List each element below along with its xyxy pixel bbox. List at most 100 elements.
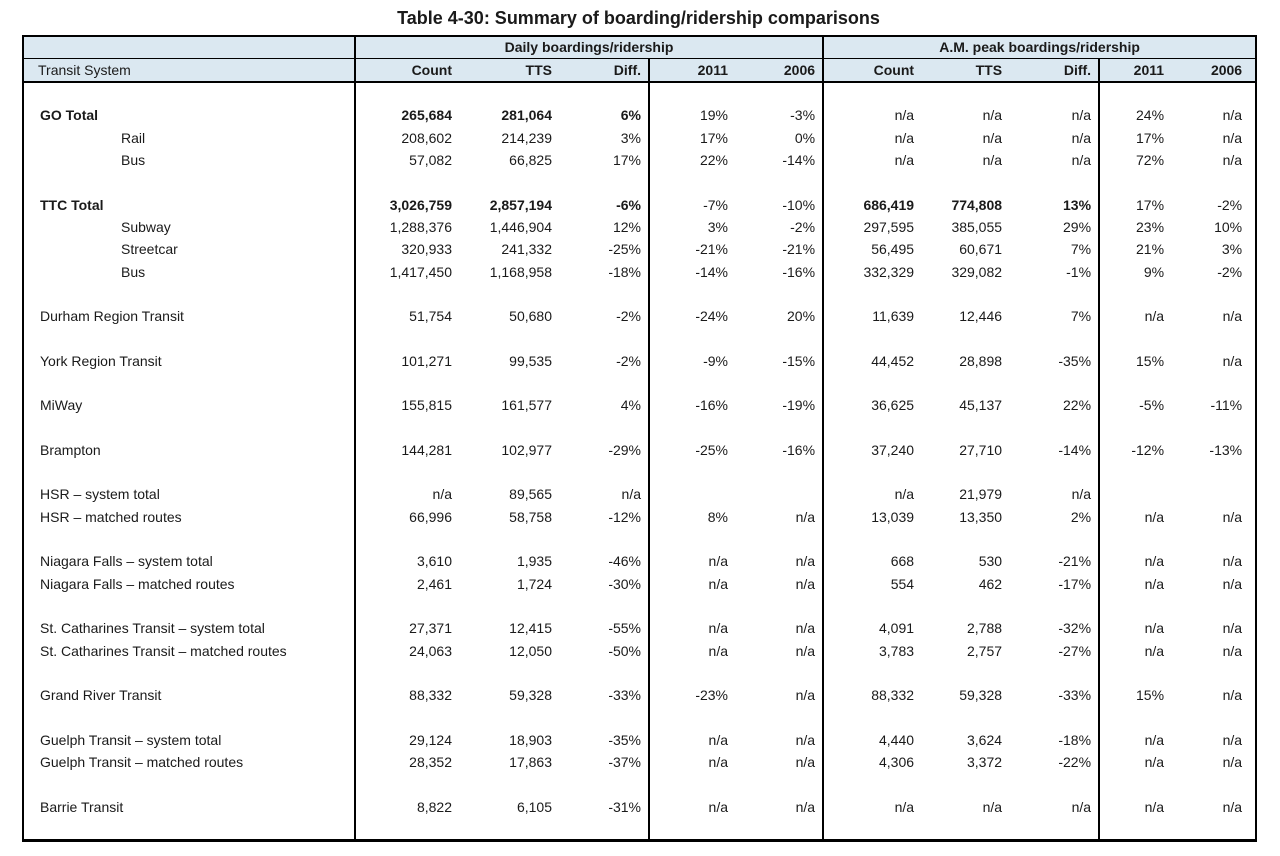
table-cell: -5% <box>1139 397 1165 414</box>
table-cell: n/a <box>894 798 915 815</box>
table-cell: n/a <box>1222 508 1243 525</box>
document-page: Table 4-30: Summary of boarding/ridershi… <box>0 8 1280 842</box>
spacer-cell <box>459 528 559 550</box>
table-cell: 24% <box>1136 107 1165 124</box>
table-cell: 1,446,904 <box>489 218 552 235</box>
table-cell: -29% <box>559 438 650 462</box>
table-cell: -50% <box>559 639 650 662</box>
table-cell: n/a <box>894 152 915 169</box>
table-cell: -14% <box>695 263 728 280</box>
table-cell: 17% <box>699 129 728 146</box>
spacer-cell <box>459 327 559 349</box>
table-cell: 13,039 <box>871 508 915 525</box>
column-header-daily-2006: 2006 <box>735 58 825 83</box>
table-cell: 3,372 <box>967 754 1003 771</box>
table-cell <box>1099 483 1171 505</box>
spacer-cell <box>921 461 1009 483</box>
spacer-cell <box>735 327 825 350</box>
spacer-cell <box>1171 818 1256 840</box>
spacer-cell <box>355 372 459 394</box>
table-cell: 4% <box>559 394 650 417</box>
spacer-cell <box>355 595 459 617</box>
spacer-cell <box>649 283 735 305</box>
table-cell: 6% <box>559 104 650 127</box>
row-label: HSR – matched routes <box>23 505 356 528</box>
spacer-cell <box>649 706 735 728</box>
spacer-cell <box>459 818 559 840</box>
table-cell: n/a <box>982 798 1003 815</box>
table-cell: n/a <box>735 795 825 818</box>
table-cell: 774,808 <box>951 196 1003 213</box>
table-cell: 1,724 <box>516 575 552 592</box>
spacer-cell <box>649 82 735 104</box>
table-cell: 28,352 <box>409 754 452 771</box>
spacer-cell <box>1009 817 1101 841</box>
spacer-cell <box>355 327 459 349</box>
table-cell: 4,306 <box>879 754 915 771</box>
spacer-cell <box>1099 82 1171 104</box>
spacer-cell <box>355 706 459 728</box>
row-label: Durham Region Transit <box>23 304 356 328</box>
table-cell: 686,419 <box>863 196 915 213</box>
table-cell: -18% <box>559 260 650 283</box>
table-cell: 27,371 <box>409 620 452 637</box>
spacer-cell <box>559 171 650 194</box>
table-cell: n/a <box>1144 575 1165 592</box>
table-cell: 668 <box>890 553 915 570</box>
table-cell: 37,240 <box>871 441 915 458</box>
spacer-cell <box>1171 171 1256 193</box>
table-cell: 214,239 <box>501 129 552 146</box>
table-cell: 265,684 <box>401 107 452 124</box>
spacer-cell <box>921 595 1009 617</box>
table-cell: 50,680 <box>509 308 552 325</box>
row-label: HSR – system total <box>23 483 356 506</box>
table-row: HSR – matched routes 66,996 58,758 -12% 8% n/… <box>23 505 1256 528</box>
table-cell: n/a <box>1144 553 1165 570</box>
spacer-cell <box>735 661 825 685</box>
table-cell: 29% <box>1009 215 1101 239</box>
table-cell: 66,825 <box>509 152 552 169</box>
spacer-cell <box>459 706 559 728</box>
table-cell: 22% <box>699 152 728 169</box>
spacer-cell <box>459 773 559 795</box>
spacer-cell <box>23 282 356 305</box>
spacer-cell <box>559 527 650 551</box>
table-cell: -3% <box>735 104 825 127</box>
table-cell: n/a <box>708 798 728 815</box>
table-cell: 19% <box>699 107 728 124</box>
table-cell: n/a <box>1222 575 1243 592</box>
spacer-cell <box>1171 662 1256 684</box>
column-header-daily-2011: 2011 <box>649 58 735 83</box>
table-cell: -2% <box>559 304 650 328</box>
row-label: St. Catharines Transit – matched routes <box>23 639 356 662</box>
spacer-cell <box>23 527 356 551</box>
table-row: Durham Region Transit 51,754 50,680 -2% -24%… <box>23 304 1256 328</box>
table-cell: 7% <box>1009 238 1101 261</box>
table-cell: -25% <box>559 238 650 261</box>
table-cell: 57,082 <box>409 152 452 169</box>
table-cell: 12,415 <box>509 620 552 637</box>
spacer-cell <box>23 706 356 729</box>
table-cell: 1,168,958 <box>489 263 552 280</box>
spacer-cell <box>921 416 1009 438</box>
table-cell: -25% <box>695 441 728 458</box>
table-cell: n/a <box>1222 308 1243 325</box>
spacer-cell <box>559 594 650 618</box>
column-header-am-2011: 2011 <box>1099 58 1172 83</box>
table-cell: -16% <box>695 397 728 414</box>
table-row: Bus 1,417,450 1,168,958 -18% -14% -16% 332,329… <box>23 260 1256 283</box>
spacer-cell <box>649 461 735 483</box>
table-cell: n/a <box>1222 129 1243 146</box>
spacer-row <box>23 82 1256 105</box>
table-row: Guelph Transit – system total 29,124 18,90… <box>23 728 1256 751</box>
row-label: St. Catharines Transit – system total <box>23 617 356 640</box>
spacer-cell <box>649 773 735 795</box>
table-cell: n/a <box>1009 795 1101 818</box>
spacer-cell <box>355 528 459 550</box>
table-cell: 554 <box>890 575 915 592</box>
table-cell: 58,758 <box>509 508 552 525</box>
table-cell: 2,788 <box>967 620 1003 637</box>
spacer-cell <box>559 773 650 796</box>
spacer-cell <box>559 817 650 841</box>
table-cell: 21,979 <box>959 486 1003 503</box>
